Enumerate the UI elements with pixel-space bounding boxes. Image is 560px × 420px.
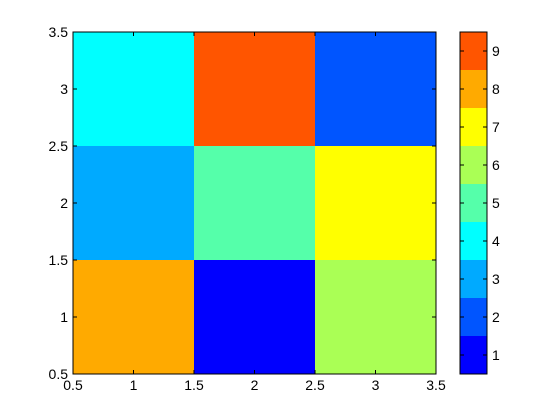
colorbar-tick-label: 6: [492, 157, 500, 173]
heatmap-cell: [194, 146, 315, 260]
y-tick-label: 2.5: [49, 138, 69, 154]
y-tick-label: 2: [60, 195, 68, 211]
colorbar-tick-label: 2: [492, 309, 500, 325]
heatmap-cell: [73, 260, 194, 374]
heatmap-cell: [73, 32, 194, 146]
x-axis: 0.5 1 1.5 2 2.5 3 3.5: [63, 32, 446, 393]
heatmap-cell: [315, 260, 436, 374]
x-tick-label: 0.5: [63, 377, 83, 393]
colorbar-segment: [460, 222, 487, 260]
x-tick-label: 1: [130, 377, 138, 393]
colorbar-segment: [460, 70, 487, 108]
colorbar-tick-label: 8: [492, 81, 500, 97]
colorbar-segment: [460, 146, 487, 184]
heatmap-cell: [194, 260, 315, 374]
x-tick-label: 1.5: [184, 377, 204, 393]
heatmap-cell: [315, 32, 436, 146]
heatmap-cell: [194, 32, 315, 146]
x-tick-label: 3.5: [426, 377, 446, 393]
x-tick-label: 2: [251, 377, 259, 393]
colorbar-tick-label: 1: [492, 347, 500, 363]
colorbar-segment: [460, 184, 487, 222]
heatmap-cell: [73, 146, 194, 260]
colorbar-tick-label: 4: [492, 233, 500, 249]
y-tick-label: 0.5: [49, 366, 69, 382]
colorbar-tick-label: 7: [492, 119, 500, 135]
x-tick-label: 2.5: [305, 377, 325, 393]
colorbar-segment: [460, 336, 487, 374]
colorbar-tick-label: 5: [492, 195, 500, 211]
colorbar-segment: [460, 32, 487, 70]
y-tick-label: 1: [60, 309, 68, 325]
y-tick-label: 3: [60, 81, 68, 97]
y-tick-label: 3.5: [49, 24, 69, 40]
y-axis: 0.5 1 1.5 2 2.5 3 3.5: [49, 24, 436, 382]
x-tick-label: 3: [372, 377, 380, 393]
heatmap-cells: [73, 32, 436, 374]
heatmap-cell: [315, 146, 436, 260]
colorbar: 1 2 3 4 5 6 7 8 9: [459, 31, 500, 375]
colorbar-segment: [460, 108, 487, 146]
colorbar-segment: [460, 298, 487, 336]
colorbar-segment: [460, 260, 487, 298]
y-tick-label: 1.5: [49, 252, 69, 268]
colorbar-tick-label: 9: [492, 43, 500, 59]
colorbar-tick-label: 3: [492, 271, 500, 287]
